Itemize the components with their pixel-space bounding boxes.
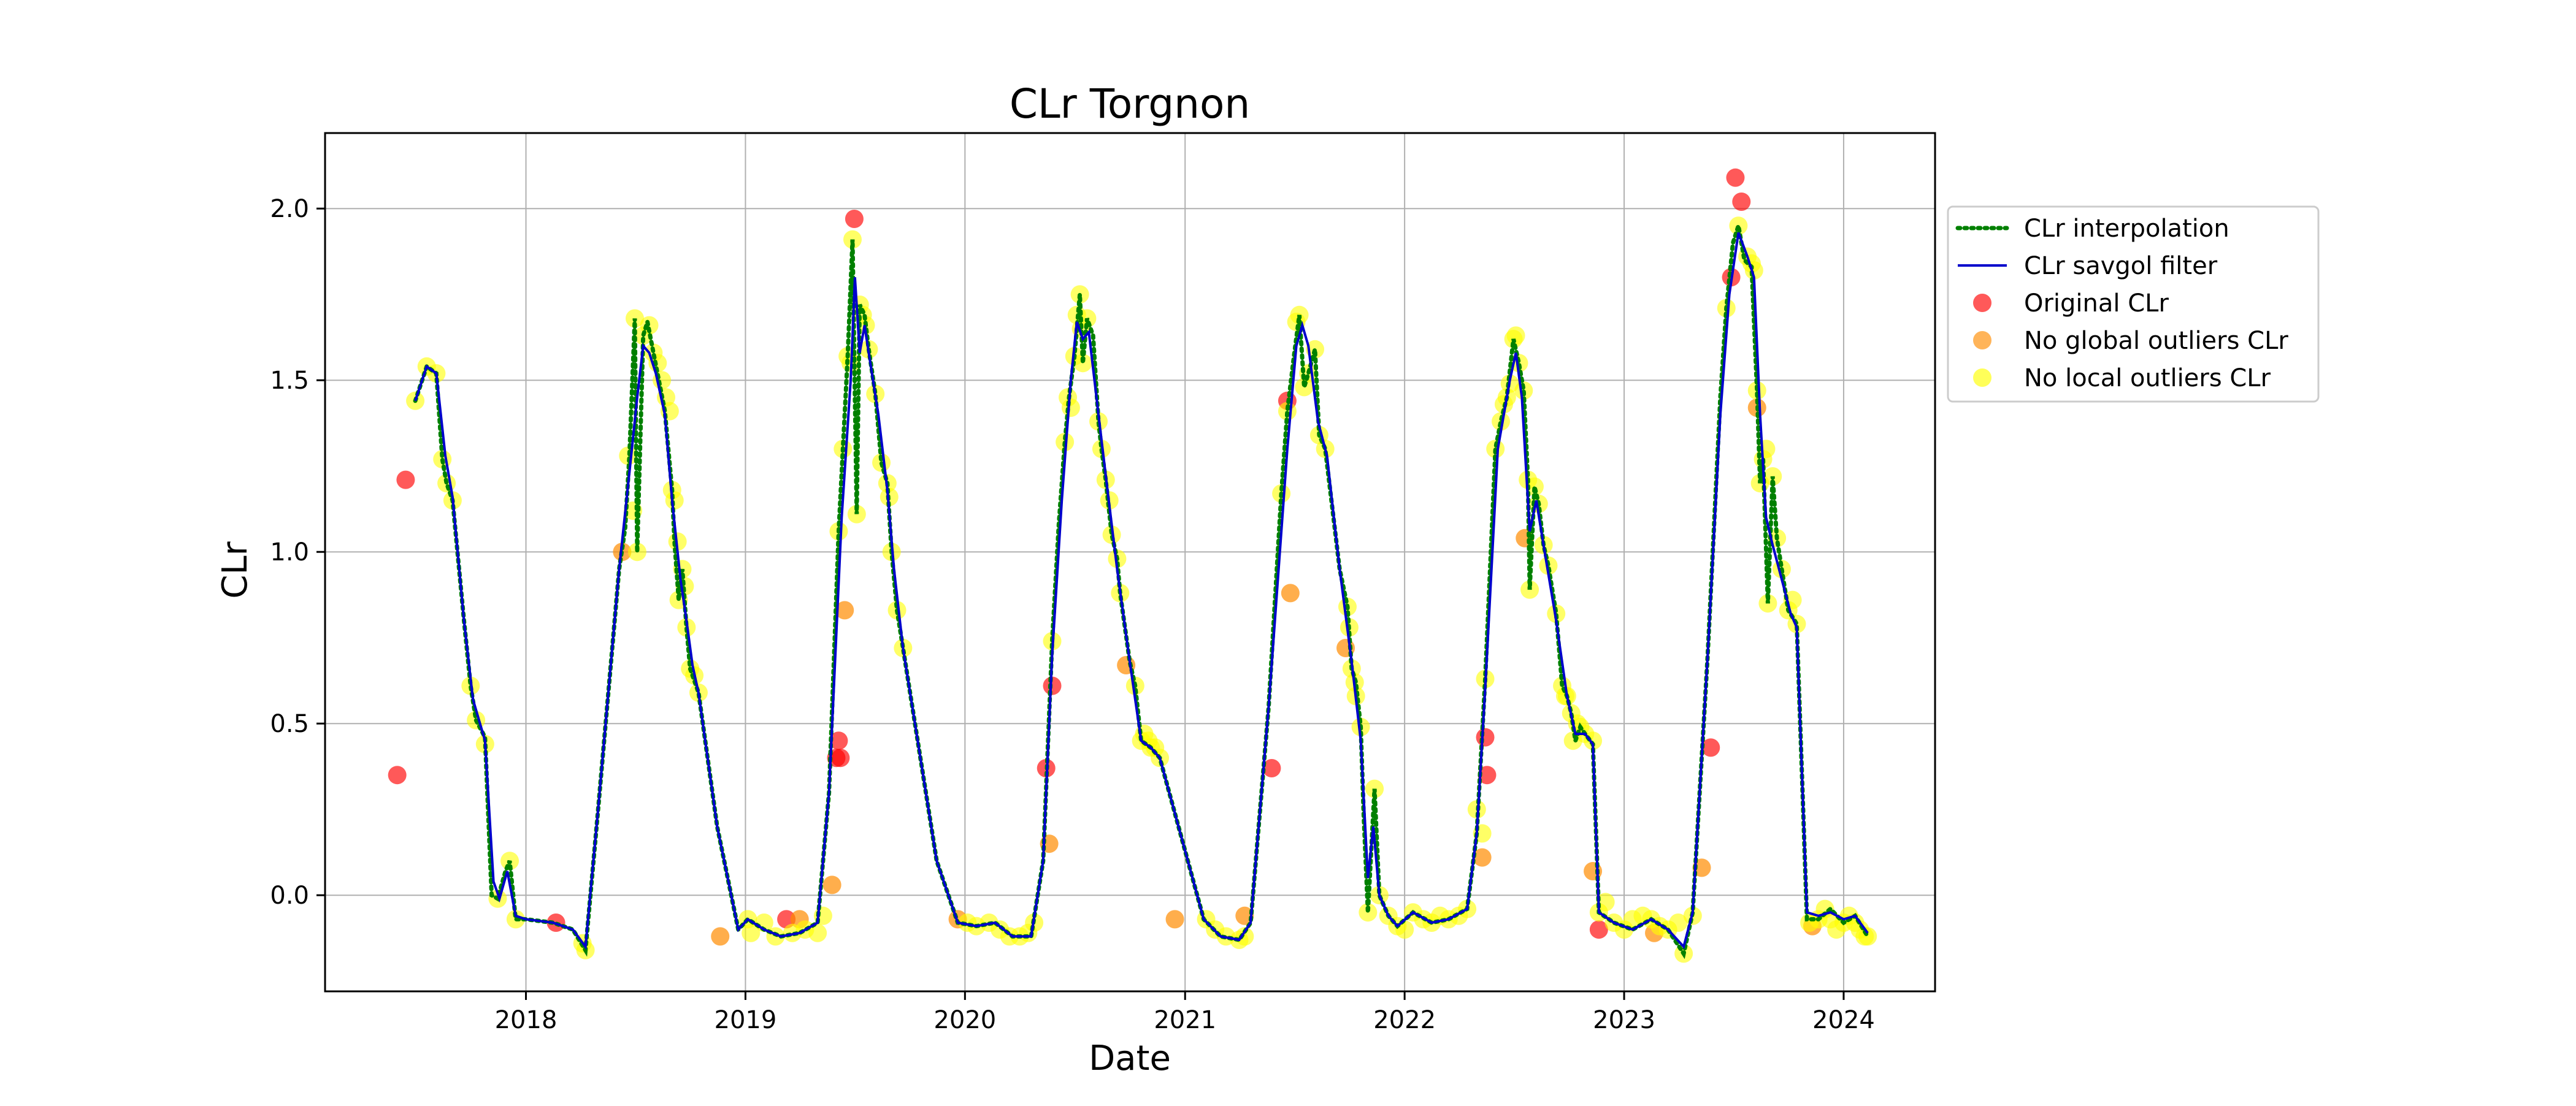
no-local-outliers-clr-point: [1506, 326, 1525, 345]
no-global-outliers-clr-point: [1473, 848, 1492, 867]
original-clr-point: [396, 470, 415, 489]
no-local-outliers-clr-point: [808, 923, 827, 942]
original-clr-point: [1589, 920, 1608, 939]
x-tick-label: 2019: [715, 1006, 777, 1034]
no-global-outliers-clr-point: [1281, 584, 1300, 603]
x-tick-label: 2020: [933, 1006, 996, 1034]
no-local-outliers-clr-point: [1858, 927, 1877, 946]
x-tick-label: 2018: [495, 1006, 558, 1034]
x-tick-label: 2023: [1593, 1006, 1655, 1034]
grid: [325, 133, 1935, 991]
y-tick-label: 2.0: [270, 195, 309, 223]
x-tick-label: 2021: [1154, 1006, 1216, 1034]
legend-items: CLr interpolation CLr savgol filter Origin…: [1955, 215, 2288, 392]
original-clr-point: [1732, 193, 1751, 211]
chart-title: CLr Torgnon: [1010, 80, 1250, 128]
original-clr-point: [1478, 766, 1497, 785]
no-local-outliers-clr-point: [1061, 399, 1080, 417]
legend-label-local: No local outliers CLr: [2024, 364, 2271, 392]
original-clr-point: [829, 731, 848, 750]
original-clr-point: [831, 749, 850, 768]
no-global-outliers-clr-point: [835, 601, 854, 620]
no-global-outliers-clr-point: [711, 927, 730, 946]
plot-area: [388, 168, 1877, 963]
x-axis-label: Date: [1089, 1039, 1171, 1078]
no-local-outliers-clr-point: [1235, 927, 1254, 946]
interpolation-line: [413, 225, 1870, 959]
x-tick-label: 2024: [1812, 1006, 1875, 1034]
savgol-line: [414, 232, 1869, 950]
legend-swatch-local: [1973, 368, 1991, 387]
legend-label-global: No global outliers CLr: [2024, 327, 2288, 355]
original-clr-point: [1476, 728, 1495, 747]
x-tick-label: 2022: [1373, 1006, 1436, 1034]
legend-label-savgol: CLr savgol filter: [2024, 252, 2218, 280]
y-tick-label: 0.0: [270, 882, 309, 910]
legend-box: [1947, 205, 2320, 403]
plot-frame: [324, 132, 1936, 993]
legend-swatch-original: [1973, 294, 1991, 312]
original-clr-point: [1726, 168, 1745, 187]
axis-ticks: 2018 2019 2020 2021 2022 2023 2024 0.0 0.5 1.0 1.5…: [270, 195, 1874, 1034]
y-tick-label: 0.5: [270, 710, 309, 738]
no-global-outliers-clr-point: [1165, 910, 1184, 929]
original-clr-point: [1701, 738, 1720, 757]
legend: CLr interpolation CLr savgol filter Origin…: [1947, 205, 2320, 403]
series-group: [388, 168, 1877, 963]
no-local-outliers-clr-point: [665, 491, 684, 510]
original-clr-point: [388, 766, 407, 785]
original-clr-point: [777, 910, 796, 929]
no-global-outliers-clr-point: [822, 875, 841, 894]
legend-label-original: Original CLr: [2024, 289, 2169, 318]
no-local-outliers-clr-point: [1395, 920, 1414, 939]
no-local-outliers-clr-point: [1596, 893, 1615, 912]
legend-label-interpolation: CLr interpolation: [2024, 215, 2229, 243]
no-local-outliers-clr-point: [742, 923, 761, 942]
y-axis-label: CLr: [215, 541, 255, 598]
original-clr-point: [845, 210, 864, 228]
legend-swatch-global: [1973, 331, 1991, 349]
y-tick-label: 1.0: [270, 538, 309, 566]
no-local-outliers-clr-point: [1669, 913, 1688, 932]
y-tick-label: 1.5: [270, 367, 309, 395]
original-clr-point: [1262, 759, 1281, 777]
